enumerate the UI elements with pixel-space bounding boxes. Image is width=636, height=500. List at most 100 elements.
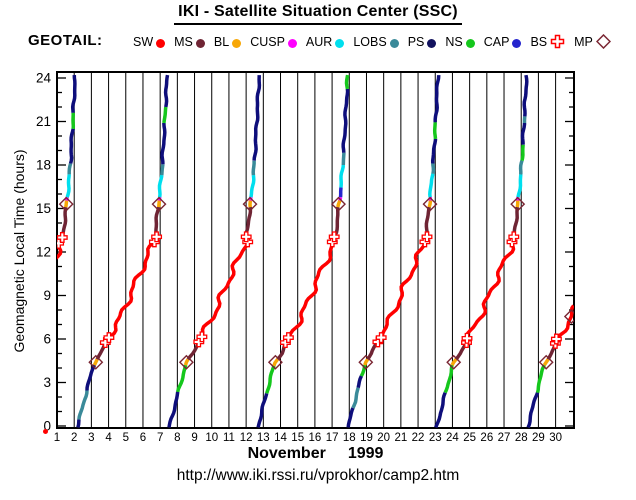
mp-diamond-marker xyxy=(563,309,574,324)
svg-text:24: 24 xyxy=(36,71,52,86)
bl-dot-icon xyxy=(232,38,242,48)
plot-border xyxy=(56,71,575,429)
segment-sw xyxy=(199,237,250,340)
bs-cross-marker xyxy=(103,332,115,344)
segment-bl xyxy=(515,199,520,208)
segment-bl xyxy=(64,199,69,208)
segment-ps xyxy=(85,364,97,391)
segment-sw xyxy=(285,237,336,340)
svg-text:5: 5 xyxy=(123,432,129,444)
bs-cross-marker xyxy=(240,231,252,243)
segment-sw xyxy=(378,237,429,340)
bs-cross-icon xyxy=(550,34,565,49)
segment-bl xyxy=(336,199,342,208)
page-title: IKI - Satellite Situation Center (SSC) xyxy=(0,3,636,25)
svg-text:28: 28 xyxy=(515,432,528,444)
segment-ns xyxy=(162,106,168,124)
svg-text:0: 0 xyxy=(43,419,51,434)
segment-ns xyxy=(344,74,350,90)
bs-cross-marker xyxy=(421,231,433,243)
mp-diamond-marker xyxy=(267,354,283,370)
mp-diamond-marker xyxy=(88,354,104,370)
orbit-curves xyxy=(57,74,574,428)
svg-text:4: 4 xyxy=(105,432,112,444)
legend-label: BS xyxy=(530,34,548,49)
segment-lobs xyxy=(518,160,524,175)
svg-text:13: 13 xyxy=(257,432,270,444)
orbit-5 xyxy=(346,74,441,428)
svg-text:2: 2 xyxy=(71,432,77,444)
orbit-7 xyxy=(526,304,574,428)
segment-ps xyxy=(163,74,170,108)
legend-item-ms: MS xyxy=(174,35,205,49)
mp-diamond-marker xyxy=(178,354,194,370)
source-url: http://www.iki.rssi.ru/vprokhor/camp2.ht… xyxy=(176,467,460,484)
mp-diamond-marker xyxy=(331,196,346,212)
x-tick-labels: 1 2 3 4 5 6 7 8 9 10 11 12 13 14 15 16 17 18 19 20 21 22 23 24 2… xyxy=(54,432,562,444)
segment-ps xyxy=(256,392,269,428)
segment-ns xyxy=(175,364,188,393)
svg-text:15: 15 xyxy=(291,432,304,444)
segment-lobs xyxy=(431,163,436,174)
bs-cross-marker xyxy=(151,231,163,243)
svg-text:6: 6 xyxy=(140,432,146,444)
svg-text:19: 19 xyxy=(360,432,373,444)
segment-ns xyxy=(443,364,454,394)
segment-bl xyxy=(450,358,458,366)
orbit-4 xyxy=(256,74,350,428)
segment-ps xyxy=(252,74,262,161)
mp-diamond-marker xyxy=(58,196,74,212)
segment-ps xyxy=(433,74,441,123)
mp-diamond-marker xyxy=(538,354,554,370)
aur-dot-icon xyxy=(335,38,345,48)
legend-label: MS xyxy=(174,34,193,49)
segment-ps xyxy=(430,138,438,164)
region-legend: SW MS BL CUSP AUR LOBS PS NS CAP BS MP xyxy=(133,34,611,49)
svg-text:8: 8 xyxy=(174,432,180,444)
svg-text:9: 9 xyxy=(43,288,51,303)
bs-cross-marker xyxy=(508,231,520,243)
bs-cross-marker xyxy=(328,231,340,243)
mp-diamond-marker xyxy=(510,196,526,212)
boundary-markers xyxy=(57,196,574,370)
svg-text:3: 3 xyxy=(88,432,94,444)
svg-text:20: 20 xyxy=(377,432,390,444)
mp-diamond-marker xyxy=(422,196,438,212)
svg-text:7: 7 xyxy=(157,432,163,444)
svg-text:10: 10 xyxy=(205,432,218,444)
segment-lobs xyxy=(351,387,360,409)
legend-item-cusp: CUSP xyxy=(250,35,297,49)
ps-dot-icon xyxy=(427,38,437,48)
segment-ps xyxy=(341,88,350,153)
segment-bl xyxy=(92,358,99,366)
segment-bl xyxy=(156,199,162,208)
legend-item-ps: PS xyxy=(408,35,437,49)
segment-ps xyxy=(68,128,75,164)
sw-dot-icon xyxy=(156,38,166,48)
mp-diamond-marker xyxy=(358,354,374,370)
svg-text:23: 23 xyxy=(429,432,442,444)
bs-cross-marker xyxy=(461,332,473,344)
segment-bl xyxy=(363,358,370,366)
legend-item-bs: BS xyxy=(530,34,565,49)
svg-text:24: 24 xyxy=(446,432,459,444)
segment-aur xyxy=(157,174,164,198)
segment-lobs xyxy=(77,390,89,420)
mp-diamond-marker xyxy=(242,196,258,212)
segment-ns xyxy=(265,365,276,394)
segment-sw xyxy=(465,237,516,340)
bs-cross-marker xyxy=(375,332,387,344)
month-label: November xyxy=(247,445,326,462)
legend-item-cap: CAP xyxy=(484,35,522,49)
segment-sw xyxy=(106,237,159,341)
svg-text:22: 22 xyxy=(412,432,425,444)
segment-aur xyxy=(65,174,71,198)
svg-text:14: 14 xyxy=(274,432,287,444)
segment-aur xyxy=(339,164,346,188)
legend-label: BL xyxy=(213,34,230,49)
cap-dot-icon xyxy=(512,38,522,48)
hour-ticks xyxy=(57,77,574,427)
svg-text:29: 29 xyxy=(532,432,545,444)
svg-text:9: 9 xyxy=(191,432,197,444)
